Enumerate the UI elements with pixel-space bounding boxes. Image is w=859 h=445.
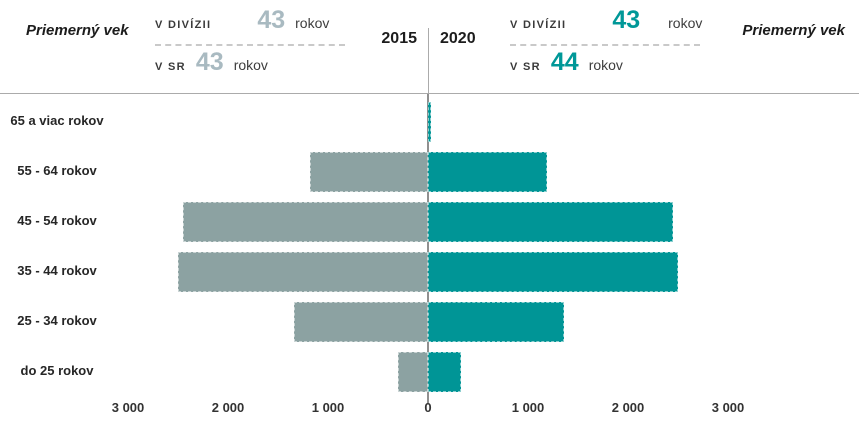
category-label: 65 a viac rokov [10, 113, 104, 128]
division-unit-2015: rokov [295, 15, 330, 31]
stats-2015-dashed-divider [155, 44, 345, 46]
category-label: 25 - 34 rokov [17, 313, 97, 328]
sr-label-2020: V SR [510, 61, 541, 73]
x-axis-tick-label: 1 000 [511, 400, 545, 415]
bar-2020-3 [428, 202, 673, 242]
left-average-age-title: Priemerný vek [26, 22, 129, 39]
pyramid-chart-area: 65 a viac rokov 55 - 64 rokov 45 - 54 roko… [0, 94, 859, 445]
x-axis-tick-label: 2 000 [611, 400, 645, 415]
sr-value-2020: 44 [550, 48, 579, 76]
bar-2015-6 [398, 352, 428, 392]
sr-unit-2020: rokov [588, 57, 623, 73]
category-label: 45 - 54 rokov [17, 213, 97, 228]
category-label: 55 - 64 rokov [17, 163, 97, 178]
stats-2020-division-line: V DIVÍZII 43 rokov [510, 8, 710, 42]
year-divider-line [428, 28, 429, 93]
x-axis-tick-label: 2 000 [211, 400, 245, 415]
right-average-age-title: Priemerný vek [742, 22, 845, 39]
stats-2020-sr-line: V SR 44 rokov [510, 50, 710, 84]
bar-2020-5 [428, 302, 564, 342]
x-axis-tick-label: 3 000 [111, 400, 145, 415]
x-axis-tick-label: 0 [424, 400, 432, 415]
bar-2020-6 [428, 352, 461, 392]
x-axis-tick-label: 1 000 [311, 400, 345, 415]
category-label: 35 - 44 rokov [17, 263, 97, 278]
x-axis-tick-label: 3 000 [711, 400, 745, 415]
bar-2015-5 [294, 302, 428, 342]
stats-2015: V DIVÍZII 43 rokov V SR 43 rokov [155, 8, 355, 84]
bar-2020-4 [428, 252, 678, 292]
year-label-2020: 2020 [440, 30, 476, 47]
year-label-2015: 2015 [381, 30, 417, 47]
bar-2020-2 [428, 152, 547, 192]
division-value-2020: 43 [612, 6, 641, 34]
sr-unit-2015: rokov [233, 57, 268, 73]
stats-2015-sr-line: V SR 43 rokov [155, 50, 355, 84]
division-label-2020: V DIVÍZII [510, 19, 567, 31]
division-unit-2020: rokov [668, 15, 703, 31]
division-label-2015: V DIVÍZII [155, 19, 212, 31]
zero-axis-line [427, 94, 429, 403]
stats-2020-dashed-divider [510, 44, 700, 46]
bar-2015-2 [310, 152, 428, 192]
bar-2015-4 [178, 252, 428, 292]
sr-value-2015: 43 [195, 48, 224, 76]
stats-2020: V DIVÍZII 43 rokov V SR 44 rokov [510, 8, 710, 84]
stats-2015-division-line: V DIVÍZII 43 rokov [155, 8, 355, 42]
chart-header: Priemerný vek V DIVÍZII 43 rokov V SR 43… [0, 0, 859, 94]
division-value-2015: 43 [257, 6, 286, 34]
bar-2020-1 [428, 102, 431, 142]
sr-label-2015: V SR [155, 61, 186, 73]
bar-2015-3 [183, 202, 428, 242]
category-label: do 25 rokov [20, 363, 94, 378]
